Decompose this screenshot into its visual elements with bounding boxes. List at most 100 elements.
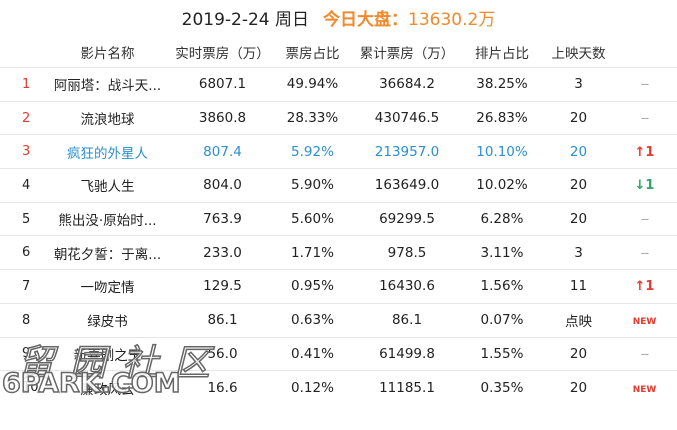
title-cell: 流浪地球 bbox=[40, 100, 175, 135]
rank-cell: 9 bbox=[0, 336, 40, 371]
title-cell: 疯狂的外星人 bbox=[40, 134, 175, 169]
title-cell: 一吻定情 bbox=[40, 269, 175, 304]
rank-up-indicator: ↑1 bbox=[634, 279, 655, 295]
days-cell: 20 bbox=[545, 100, 612, 135]
days-cell: 点映 bbox=[545, 302, 612, 337]
days-cell: 20 bbox=[545, 201, 612, 236]
share-cell: 0.41% bbox=[270, 336, 355, 371]
cumulative-cell: 163649.0 bbox=[355, 168, 459, 203]
col-change-header bbox=[612, 37, 677, 68]
no-change-indicator: -- bbox=[640, 245, 649, 261]
screen-cell: 0.07% bbox=[459, 302, 545, 337]
box-office-table: 影片名称 实时票房（万） 票房占比 累计票房（万） 排片占比 上映天数 1 阿丽塔… bbox=[0, 37, 677, 404]
share-cell: 5.92% bbox=[270, 134, 355, 169]
new-badge: NEW bbox=[632, 317, 657, 328]
title-cell: 绿皮书 bbox=[40, 302, 175, 337]
rank-up-indicator: ↑1 bbox=[634, 144, 655, 160]
table-row[interactable]: 5 熊出没·原始时... 763.9 5.60% 69299.5 6.28% 20 -- bbox=[0, 201, 677, 236]
screen-cell: 38.25% bbox=[459, 67, 545, 102]
watermark-chinese: 留园社区 bbox=[17, 342, 227, 385]
days-cell: 20 bbox=[545, 336, 612, 371]
days-cell: 20 bbox=[545, 370, 612, 404]
days-cell: 3 bbox=[545, 235, 612, 270]
col-realtime-header[interactable]: 实时票房（万） bbox=[175, 46, 270, 62]
realtime-cell: 16.6 bbox=[175, 370, 270, 404]
date-label: 2019-2-24 周日 bbox=[181, 9, 310, 30]
table-row[interactable]: 4 飞驰人生 804.0 5.90% 163649.0 10.02% 20 ↓1 bbox=[0, 168, 677, 203]
screen-cell: 10.10% bbox=[459, 134, 545, 169]
screen-cell: 0.35% bbox=[459, 370, 545, 404]
realtime-cell: 86.1 bbox=[175, 302, 270, 337]
no-change-indicator: -- bbox=[640, 111, 649, 127]
realtime-cell: 233.0 bbox=[175, 235, 270, 270]
col-rank-header bbox=[0, 37, 40, 68]
share-cell: 49.94% bbox=[270, 67, 355, 102]
cumulative-cell: 213957.0 bbox=[355, 134, 459, 169]
page-header: 2019-2-24 周日 今日大盘： 13630.2万 bbox=[0, 0, 677, 34]
watermark-site: 6PARK.COM bbox=[1, 367, 181, 400]
realtime-cell: 129.5 bbox=[175, 269, 270, 304]
no-change-indicator: -- bbox=[640, 77, 649, 93]
rank-cell: 1 bbox=[0, 67, 40, 102]
daily-total-label: 今日大盘： bbox=[323, 9, 409, 30]
daily-total-value: 13630.2万 bbox=[408, 9, 496, 30]
days-cell: 20 bbox=[545, 168, 612, 203]
title-cell: 飞驰人生 bbox=[40, 168, 175, 203]
share-cell: 0.12% bbox=[270, 370, 355, 404]
screen-cell: 10.02% bbox=[459, 168, 545, 203]
table-row[interactable]: 3 疯狂的外星人 807.4 5.92% 213957.0 10.10% 20 ↑1 bbox=[0, 134, 677, 169]
cumulative-cell: 69299.5 bbox=[355, 201, 459, 236]
change-cell: ↑1 bbox=[612, 134, 677, 169]
col-days-header[interactable]: 上映天数 bbox=[551, 46, 606, 62]
table-row[interactable]: 6 朝花夕誓：于离... 233.0 1.71% 978.5 3.11% 3 -- bbox=[0, 235, 677, 270]
table-row[interactable]: 10 廉政风云 16.6 0.12% 11185.1 0.35% 20 NEW bbox=[0, 370, 677, 404]
cumulative-cell: 978.5 bbox=[355, 235, 459, 270]
share-cell: 28.33% bbox=[270, 100, 355, 135]
change-cell: NEW bbox=[612, 302, 677, 337]
screen-cell: 26.83% bbox=[459, 100, 545, 135]
no-change-indicator: -- bbox=[640, 346, 649, 362]
days-cell: 20 bbox=[545, 134, 612, 169]
title-cell: 朝花夕誓：于离... bbox=[40, 235, 175, 270]
col-title-header[interactable]: 影片名称 bbox=[80, 46, 135, 62]
rank-cell: 7 bbox=[0, 269, 40, 304]
rank-cell: 2 bbox=[0, 100, 40, 135]
change-cell: NEW bbox=[612, 370, 677, 404]
share-cell: 0.95% bbox=[270, 269, 355, 304]
cumulative-cell: 36684.2 bbox=[355, 67, 459, 102]
cumulative-cell: 61499.8 bbox=[355, 336, 459, 371]
screen-cell: 1.56% bbox=[459, 269, 545, 304]
title-cell: 阿丽塔：战斗天... bbox=[40, 67, 175, 102]
realtime-cell: 804.0 bbox=[175, 168, 270, 203]
realtime-cell: 3860.8 bbox=[175, 100, 270, 135]
table-row[interactable]: 2 流浪地球 3860.8 28.33% 430746.5 26.83% 20 -- bbox=[0, 100, 677, 135]
change-cell: -- bbox=[612, 235, 677, 270]
change-cell: -- bbox=[612, 201, 677, 236]
change-cell: -- bbox=[612, 67, 677, 102]
col-cumulative-header[interactable]: 累计票房（万） bbox=[359, 46, 455, 62]
rank-cell: 3 bbox=[0, 134, 40, 169]
table-row[interactable]: 8 绿皮书 86.1 0.63% 86.1 0.07% 点映 NEW bbox=[0, 302, 677, 337]
rank-cell: 6 bbox=[0, 235, 40, 270]
col-share-header[interactable]: 票房占比 bbox=[285, 46, 340, 62]
table-row[interactable]: 1 阿丽塔：战斗天... 6807.1 49.94% 36684.2 38.25% 3 -- bbox=[0, 67, 677, 102]
cumulative-cell: 11185.1 bbox=[355, 370, 459, 404]
realtime-cell: 763.9 bbox=[175, 201, 270, 236]
col-screen-header[interactable]: 排片占比 bbox=[475, 46, 529, 62]
table-header-row: 影片名称 实时票房（万） 票房占比 累计票房（万） 排片占比 上映天数 bbox=[0, 37, 677, 68]
title-cell: 熊出没·原始时... bbox=[40, 201, 175, 236]
rank-cell: 8 bbox=[0, 302, 40, 337]
change-cell: -- bbox=[612, 100, 677, 135]
table-row[interactable]: 9 新喜剧之王 56.0 0.41% 61499.8 1.55% 20 -- bbox=[0, 336, 677, 371]
days-cell: 11 bbox=[545, 269, 612, 304]
screen-cell: 6.28% bbox=[459, 201, 545, 236]
share-cell: 0.63% bbox=[270, 302, 355, 337]
table-row[interactable]: 7 一吻定情 129.5 0.95% 16430.6 1.56% 11 ↑1 bbox=[0, 269, 677, 304]
change-cell: ↓1 bbox=[612, 168, 677, 203]
realtime-cell: 807.4 bbox=[175, 134, 270, 169]
rank-down-indicator: ↓1 bbox=[634, 178, 655, 194]
screen-cell: 1.55% bbox=[459, 336, 545, 371]
change-cell: -- bbox=[612, 336, 677, 371]
cumulative-cell: 86.1 bbox=[355, 302, 459, 337]
no-change-indicator: -- bbox=[640, 212, 649, 228]
